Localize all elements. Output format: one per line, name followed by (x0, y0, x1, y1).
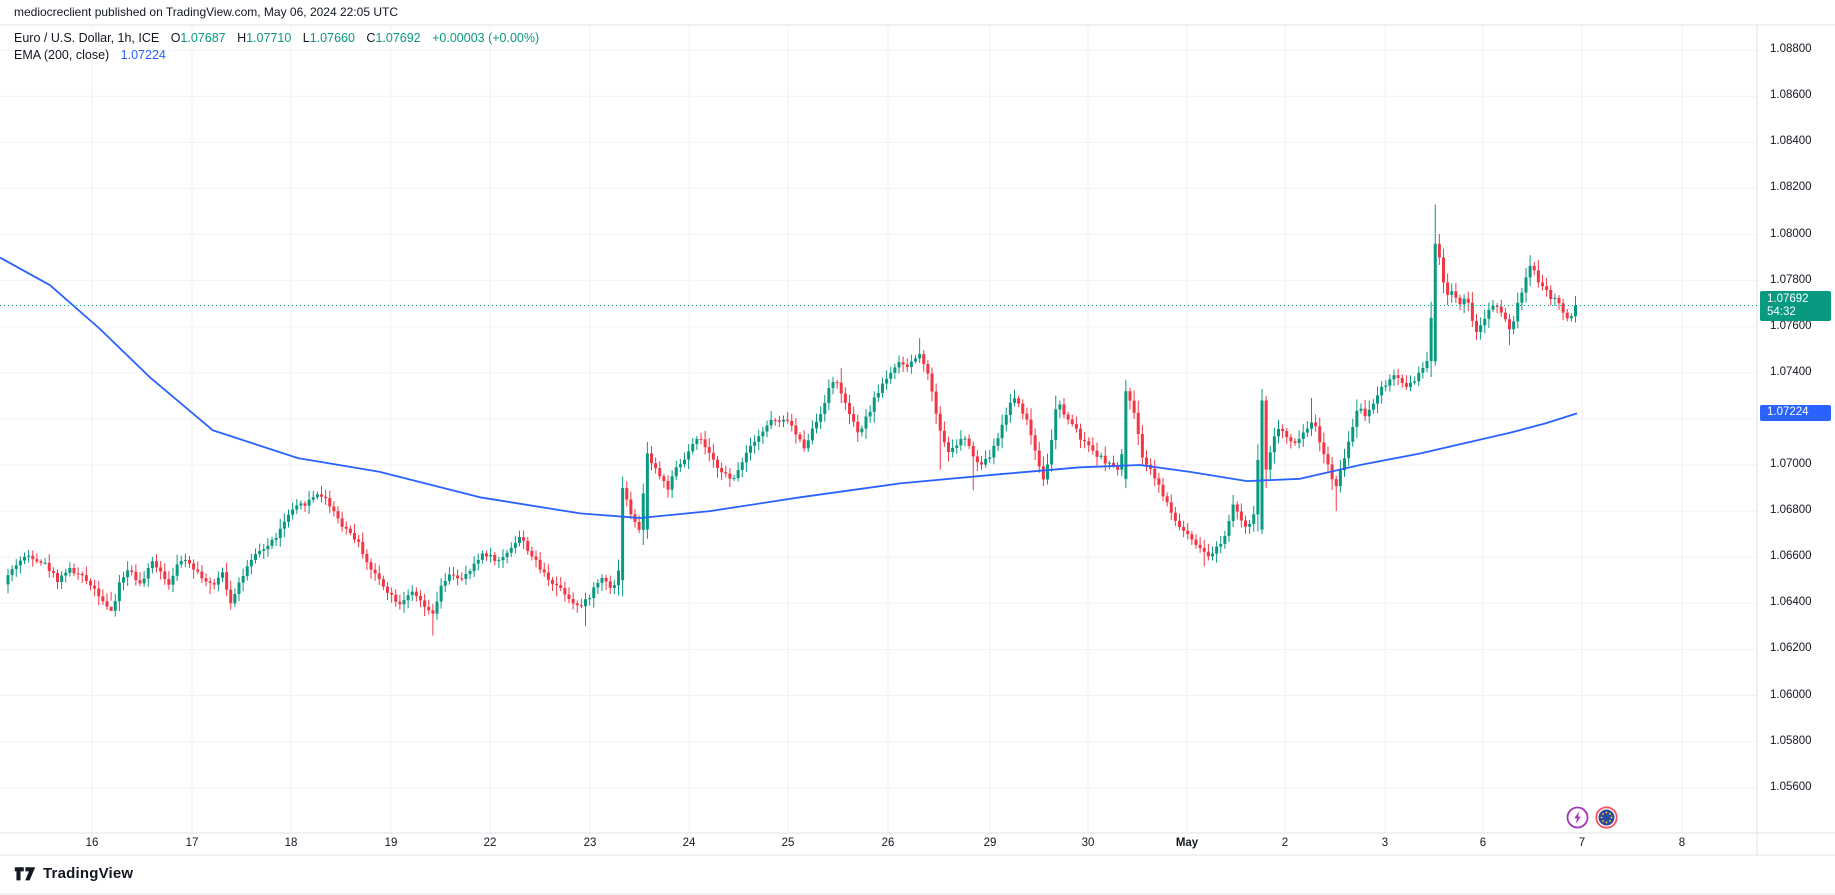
price-tick-label: 1.08200 (1770, 181, 1812, 194)
time-axis[interactable]: 16 17 18 19 22 23 24 25 26 29 30 May 2 3 6 7 8 (0, 834, 1757, 855)
eu-flag-icon[interactable] (1594, 805, 1618, 834)
time-tick-label: 8 (1678, 837, 1686, 849)
symbol-legend-row[interactable]: Euro / U.S. Dollar, 1h, ICE O1.07687 H1.… (14, 30, 546, 47)
low-value: 1.07660 (309, 31, 355, 45)
attribution-text: mediocreclient published on TradingView.… (14, 5, 398, 19)
time-tick-label: 19 (384, 837, 398, 849)
price-tick-label: 1.06000 (1770, 688, 1812, 701)
tradingview-logo-text: TradingView (43, 864, 134, 882)
time-tick-label: 30 (1081, 837, 1095, 849)
time-tick-label: 3 (1381, 837, 1389, 849)
lightning-icon[interactable] (1566, 806, 1589, 834)
open-value: 1.07687 (180, 31, 226, 45)
price-tick-label: 1.07800 (1770, 273, 1812, 286)
ema-axis-value: 1.07224 (1767, 406, 1809, 418)
time-tick-label: 18 (284, 837, 298, 849)
time-tick-label: 16 (85, 837, 99, 849)
ema-axis-label: 1.07224 (1760, 405, 1831, 421)
price-tick-label: 1.08600 (1770, 89, 1812, 102)
chart-legend[interactable]: Euro / U.S. Dollar, 1h, ICE O1.07687 H1.… (14, 30, 546, 64)
price-tick-label: 1.07000 (1770, 458, 1812, 470)
last-price-value: 1.07692 (1767, 293, 1809, 305)
time-tick-label: 23 (583, 837, 597, 849)
time-tick-label: 2 (1281, 837, 1289, 849)
tradingview-logo[interactable]: TradingView (14, 862, 133, 884)
last-price-label: 1.07692 54:32 (1760, 291, 1831, 321)
time-tick-label: 6 (1479, 837, 1487, 849)
price-tick-label: 1.06800 (1770, 504, 1812, 517)
price-tick-label: 1.05600 (1770, 780, 1812, 793)
price-tick-label: 1.06600 (1770, 550, 1812, 563)
symbol-title[interactable]: Euro / U.S. Dollar, 1h, ICE (14, 31, 160, 45)
price-tick-label: 1.08800 (1770, 43, 1812, 56)
time-tick-label: 22 (483, 837, 497, 849)
ema-legend-row[interactable]: EMA (200, close) 1.07224 (14, 47, 172, 64)
high-value: 1.07710 (246, 31, 292, 45)
tradingview-logo-mark (14, 867, 36, 881)
change-value: +0.00003 (+0.00%) (432, 31, 540, 45)
time-tick-label: 29 (983, 837, 997, 849)
time-tick-label: 26 (881, 837, 895, 849)
price-tick-label: 1.06200 (1770, 642, 1812, 655)
open-letter: O (170, 31, 181, 45)
close-value: 1.07692 (375, 31, 421, 45)
time-tick-label: 24 (682, 837, 696, 849)
ema-indicator-value: 1.07224 (120, 48, 166, 62)
close-letter: C (366, 31, 376, 45)
price-axis[interactable]: 1.08800 1.08600 1.08400 1.08200 1.08000 1.078… (1758, 25, 1835, 855)
time-tick-label: May (1175, 837, 1199, 849)
price-tick-label: 1.05800 (1770, 734, 1812, 747)
price-tick-label: 1.07600 (1770, 319, 1812, 332)
price-tick-label: 1.07400 (1770, 365, 1812, 378)
price-tick-label: 1.08400 (1770, 135, 1812, 148)
high-letter: H (237, 31, 247, 45)
time-tick-label: 7 (1578, 837, 1586, 849)
bar-countdown: 54:32 (1767, 306, 1796, 318)
time-tick-label: 25 (781, 837, 795, 849)
ema-indicator-name[interactable]: EMA (200, close) (14, 48, 110, 62)
time-tick-label: 17 (185, 837, 199, 849)
price-tick-label: 1.08000 (1770, 227, 1812, 240)
low-letter: L (302, 31, 310, 45)
price-tick-label: 1.06400 (1770, 596, 1812, 609)
